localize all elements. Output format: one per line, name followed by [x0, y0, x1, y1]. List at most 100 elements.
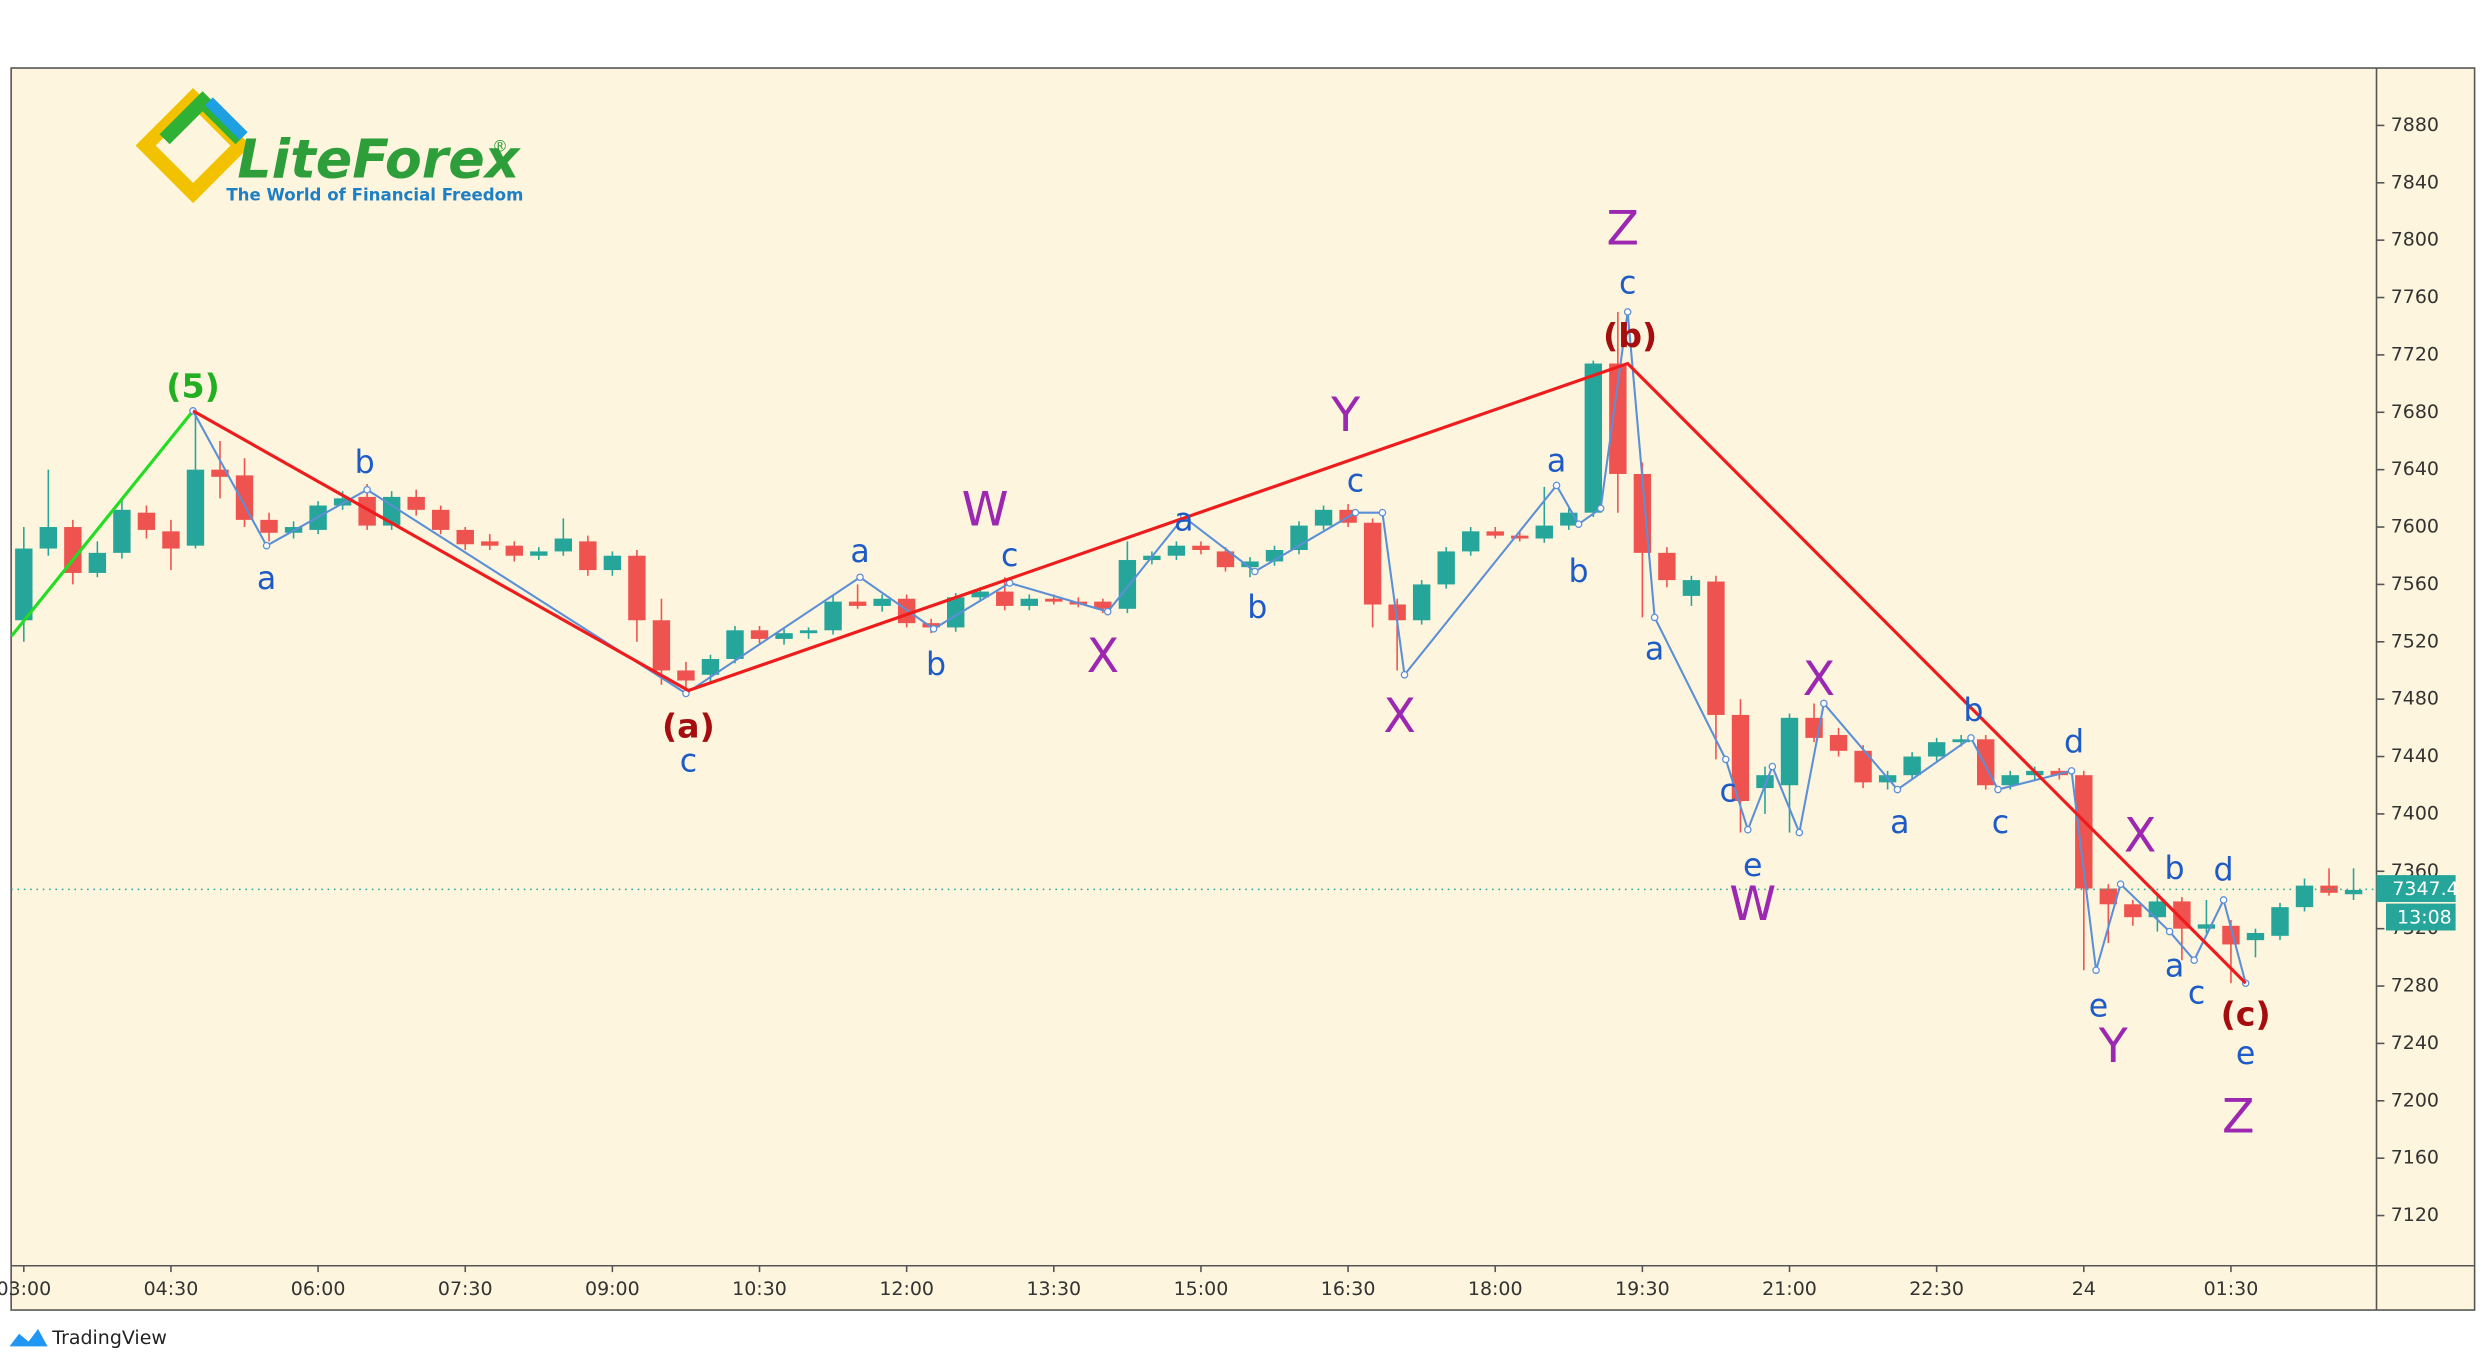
candle-body [2271, 907, 2289, 936]
y-tick-label: 7160 [2391, 1147, 2439, 1169]
candle-body [211, 469, 229, 477]
candle-body [848, 601, 867, 606]
x-tick-label: 19:30 [1615, 1278, 1670, 1300]
wave-label: Y [1330, 388, 1361, 443]
wave-label: a [850, 534, 869, 570]
candle-body [64, 527, 82, 573]
wave-label: (a) [662, 706, 715, 745]
candle-body [922, 623, 940, 628]
x-tick-label: 16:30 [1321, 1278, 1376, 1300]
wave-label: c [1992, 805, 2009, 841]
wave-node [1744, 825, 1752, 834]
wave-label: d [2214, 852, 2234, 888]
candle-body [1216, 551, 1235, 568]
wave-node [1768, 762, 1777, 771]
y-tick-label: 7760 [2391, 286, 2439, 308]
wave-label: a [1174, 502, 1193, 538]
candle-body [235, 475, 254, 520]
candle-body [996, 591, 1014, 606]
wave-node [2190, 956, 2198, 965]
wave-node [363, 485, 371, 494]
x-tick-label: 21:00 [1762, 1278, 1817, 1300]
wave-label: X [2124, 808, 2157, 863]
candle-body [677, 670, 695, 681]
candle-body [407, 496, 425, 510]
countdown-label: 13:08 [2397, 906, 2452, 928]
candle-body [1829, 735, 1848, 751]
wave-node [2165, 927, 2174, 936]
logo-registered: ® [492, 137, 508, 156]
wave-label: b [1569, 554, 1589, 590]
wave-label: e [1743, 848, 1762, 884]
wave-node [1967, 734, 1975, 742]
x-tick-label: 09:00 [585, 1278, 640, 1300]
candle-body [603, 555, 622, 571]
wave-node [1820, 699, 1828, 708]
candle-body [333, 498, 352, 506]
candle-body [1731, 714, 1750, 802]
wave-label: a [1645, 631, 1664, 667]
candle-body [1903, 756, 1921, 776]
logo-tagline: The World of Financial Freedom [226, 186, 523, 205]
candle-body [750, 630, 769, 639]
y-tick-label: 7200 [2391, 1089, 2439, 1111]
wave-node [1596, 504, 1605, 513]
candle-body [2124, 904, 2142, 918]
wave-label: b [1247, 590, 1267, 626]
candle-body [88, 552, 107, 573]
wave-node [2092, 966, 2100, 975]
candle-body [1682, 580, 1701, 596]
candle-body [2075, 775, 2093, 889]
wave-label: c [2188, 976, 2205, 1012]
wave-label: a [1547, 443, 1566, 479]
logo-name: LiteForex [237, 128, 521, 191]
candle-body [1045, 598, 1063, 602]
frame [10, 67, 2476, 1311]
last-price-box [2376, 875, 2456, 903]
candle-body [628, 555, 646, 621]
candle-body [358, 496, 376, 526]
candle-body [1854, 750, 1872, 783]
logo: LiteForex ® The World of Financial Freed… [135, 88, 523, 205]
wave-node [1994, 785, 2002, 794]
candle-body [162, 531, 180, 549]
candle-body [432, 509, 450, 530]
y-tick-label: 7800 [2391, 229, 2439, 251]
y-tick-label: 7640 [2391, 458, 2439, 480]
y-tick-label: 7120 [2391, 1204, 2439, 1226]
candle-body [1780, 717, 1799, 786]
plot [11, 308, 2377, 987]
wave-label: c [680, 743, 697, 779]
candle-body [1609, 363, 1627, 474]
y-tick-label: 7840 [2391, 171, 2439, 193]
candle-body [260, 519, 278, 533]
candle-body [2222, 925, 2240, 945]
wave-label: b [926, 647, 946, 683]
candle-body [2001, 775, 2019, 786]
candle-body [726, 630, 744, 659]
y-tick-label: 7240 [2391, 1032, 2439, 1054]
wave-label: c [1347, 464, 1364, 500]
logo-mark [205, 97, 248, 140]
wave-node [929, 625, 938, 633]
x-tick-label: 22:30 [1909, 1278, 1964, 1300]
price-axis [2376, 68, 2475, 1311]
candle-body [1584, 363, 1603, 513]
candle-body [1388, 604, 1406, 621]
wave-node [1378, 508, 1387, 517]
y-tick-label: 7880 [2391, 114, 2439, 136]
y-tick-label: 7400 [2391, 802, 2439, 824]
footer: TradingView [9, 1327, 167, 1349]
wave-node [1721, 755, 1730, 764]
candle-body [701, 658, 720, 675]
candle-body [652, 620, 671, 671]
wave-node [1795, 828, 1804, 837]
candle-body [2246, 932, 2265, 941]
x-tick-label: 06:00 [291, 1278, 346, 1300]
candle-body [873, 598, 891, 606]
candle-body [799, 630, 818, 634]
candle-body [137, 512, 156, 530]
wave-node [1103, 607, 1112, 616]
candle-body [1707, 581, 1725, 715]
